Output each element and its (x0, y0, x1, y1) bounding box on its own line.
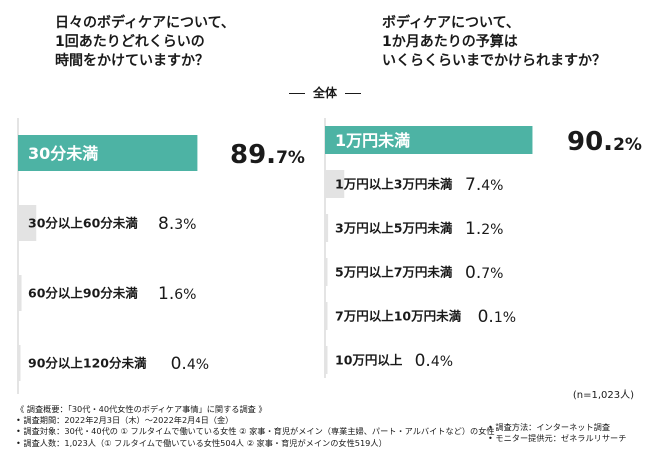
survey-period: • 調査期間：2022年2月3日（木）～2022年2月4日（金） (16, 415, 234, 426)
survey-provider: • モニター提供元：ゼネラルリサーチ (488, 433, 627, 444)
budget-value-label-5: 0.4% (415, 351, 453, 371)
budget-value-label-3: 0.7% (465, 263, 503, 283)
budget-value-label-4: 0.1% (478, 307, 516, 327)
overall-label: 全体 (312, 86, 337, 100)
budget-bar-1 (325, 170, 345, 198)
overall-header: 全体 (0, 84, 650, 101)
survey-method: • 調査方法：インターネット調査 (488, 422, 611, 432)
budget-category-label-1: 1万円以上3万円未満 (335, 177, 453, 192)
budget-value-label-2: 1.2% (465, 219, 503, 239)
budget-bar-0 (325, 126, 533, 154)
time-value-label-0: 89.7% (230, 140, 305, 170)
survey-count: • 調査人数：1,023人（① フルタイムで働いている女性504人 ② 家事・育… (16, 437, 387, 448)
budget-bar-5 (325, 346, 328, 374)
budget-category-label-2: 3万円以上5万円未満 (335, 221, 453, 236)
budget-category-label-5: 10万円以上 (335, 353, 403, 368)
survey-target: • 調査対象：30代・40代の ① フルタイムで働いている女性 ② 家事・育児が… (16, 426, 495, 437)
survey-notes: 《 調査概要：「30代・40代女性のボディケア事情」に関する調査 》 • 調査期… (16, 404, 495, 449)
budget-bar-3 (325, 258, 328, 286)
budget-category-label-4: 7万円以上10万円未満 (335, 309, 462, 324)
time-category-label-0: 30分未満 (28, 144, 98, 163)
question-right-title: ボディケアについて、 1か月あたりの予算は いくらくらいまでかけられますか？ (382, 15, 606, 69)
question-left-title: 日々のボディケアについて、 1回あたりどれくらいの 時間をかけていますか？ (55, 15, 235, 69)
sample-size: (n=1,023人) (572, 390, 634, 401)
budget-bar-4 (325, 302, 328, 330)
time-bar-2 (18, 275, 22, 311)
time-bar-3 (18, 345, 21, 381)
time-bar-0 (18, 135, 198, 171)
time-value-label-1: 8.3% (158, 214, 196, 234)
budget-value-label-0: 90.2% (567, 127, 642, 157)
survey-notes-right: • 調査方法：インターネット調査 • モニター提供元：ゼネラルリサーチ (488, 422, 626, 444)
time-value-label-2: 1.6% (158, 284, 196, 304)
time-category-label-2: 60分以上90分未満 (28, 286, 138, 301)
budget-category-label-0: 1万円未満 (335, 131, 410, 150)
budget-value-label-1: 7.4% (465, 175, 503, 195)
time-value-label-3: 0.4% (171, 354, 209, 374)
budget-category-label-3: 5万円以上7万円未満 (335, 265, 453, 280)
time-category-label-3: 90分以上120分未満 (28, 356, 147, 371)
time-bar-1 (18, 205, 37, 241)
budget-bar-2 (325, 214, 329, 242)
survey-overview: 《 調査概要：「30代・40代女性のボディケア事情」に関する調査 》 (16, 404, 267, 414)
dash-left (288, 93, 305, 94)
time-category-label-1: 30分以上60分未満 (28, 216, 138, 231)
dash-right (345, 93, 361, 94)
